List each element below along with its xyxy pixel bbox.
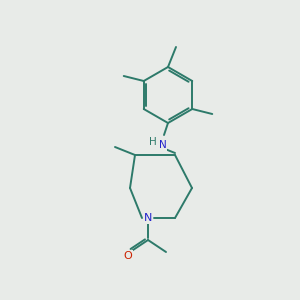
Text: N: N bbox=[144, 213, 152, 223]
Text: H: H bbox=[149, 137, 157, 147]
Text: N: N bbox=[159, 140, 167, 150]
Text: O: O bbox=[124, 251, 132, 261]
